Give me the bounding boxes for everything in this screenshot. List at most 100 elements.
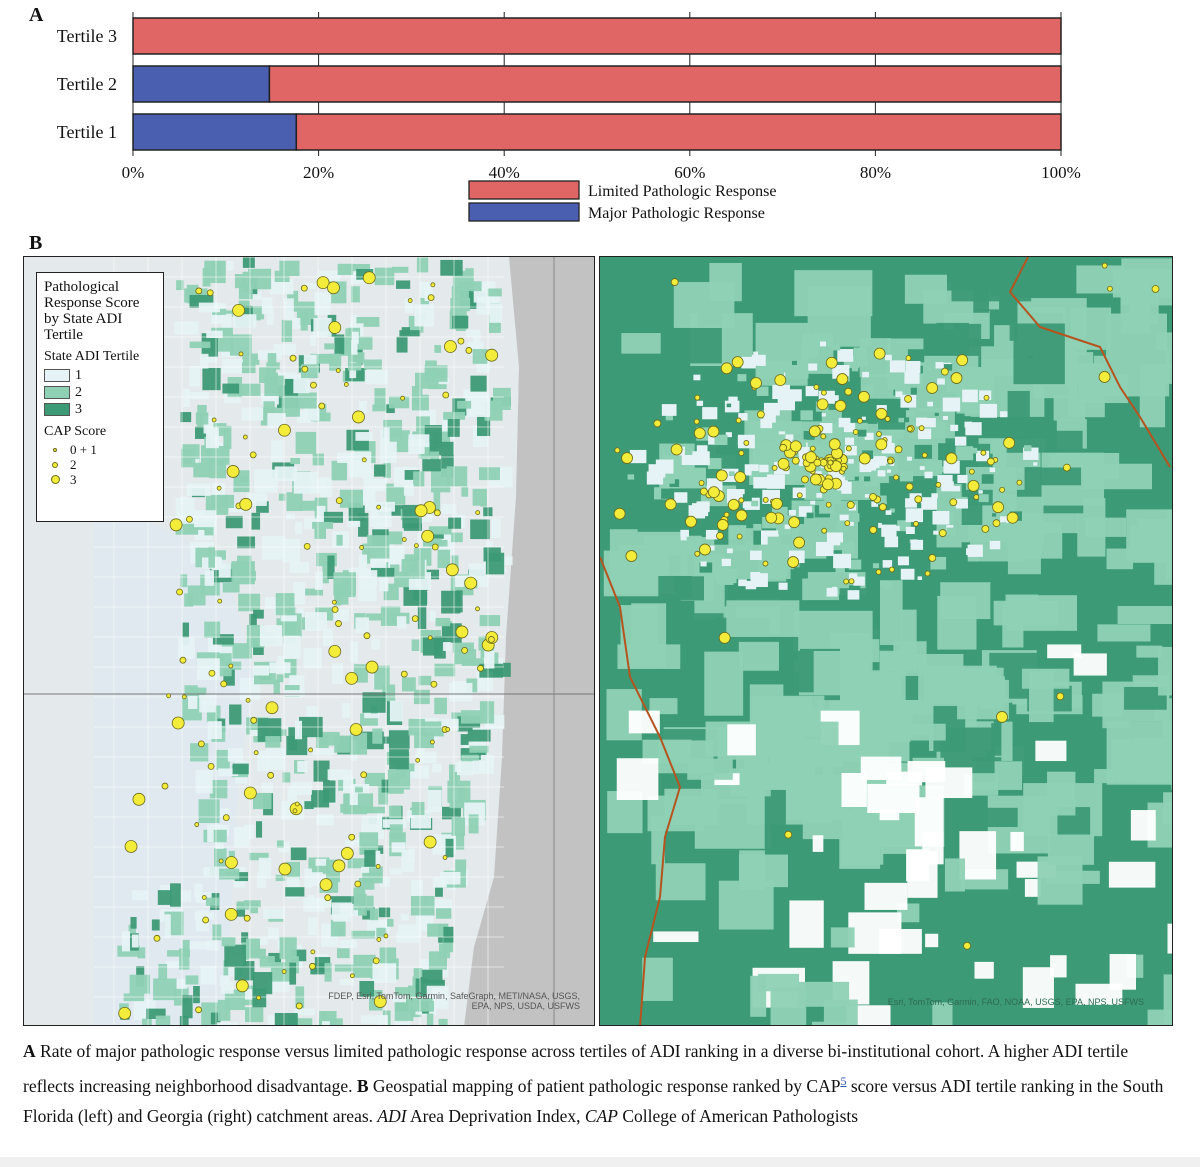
cap-score-marker bbox=[664, 498, 677, 511]
cap-score-marker bbox=[243, 786, 257, 800]
cap-score-marker bbox=[348, 833, 356, 841]
cap-score-marker bbox=[415, 757, 421, 763]
cap-score-marker bbox=[430, 282, 436, 288]
cap-score-marker bbox=[372, 957, 380, 965]
cap-score-marker bbox=[708, 486, 720, 499]
cap-score-marker bbox=[715, 469, 728, 482]
cap-score-marker bbox=[1101, 262, 1108, 269]
cap-score-marker bbox=[331, 606, 339, 613]
cap-score-marker bbox=[464, 576, 478, 590]
cap-score-marker bbox=[1003, 436, 1016, 449]
cap-score-marker bbox=[765, 511, 778, 524]
cap-score-marker bbox=[197, 740, 205, 748]
cap-score-marker bbox=[465, 347, 473, 354]
cap-score-marker bbox=[1062, 463, 1071, 472]
cap-score-marker bbox=[738, 497, 745, 504]
legend-swatch bbox=[468, 180, 580, 200]
cap-score-marker bbox=[328, 321, 342, 334]
cap-score-marker bbox=[328, 645, 342, 658]
cap-score-marker bbox=[801, 475, 809, 484]
caption-cap-abbr: CAP bbox=[584, 1105, 618, 1126]
cap-score-marker bbox=[331, 599, 337, 605]
category-label: Tertile 3 bbox=[57, 26, 117, 46]
map-left-credit: FDEP, Esri, TomTom, Garmin, SafeGraph, M… bbox=[328, 991, 580, 1011]
cap-score-marker bbox=[161, 782, 169, 790]
x-tick-label: 60% bbox=[674, 163, 705, 182]
cap-score-marker bbox=[813, 384, 820, 391]
cap-score-marker bbox=[734, 471, 747, 484]
cap-score-marker bbox=[796, 492, 803, 499]
cap-score-marker bbox=[889, 566, 895, 573]
cap-score-marker bbox=[1006, 511, 1019, 524]
cap-score-marker bbox=[996, 711, 1008, 723]
cap-score-marker bbox=[983, 394, 990, 401]
cap-score-marker bbox=[694, 550, 701, 557]
cap-score-marker bbox=[294, 801, 300, 807]
cap-score-marker bbox=[784, 830, 793, 839]
cap-score-marker bbox=[430, 680, 438, 688]
reference-link[interactable]: 5 bbox=[840, 1074, 847, 1088]
south-florida-map: FDEP, Esri, TomTom, Garmin, SafeGraph, M… bbox=[23, 256, 595, 1026]
cap-score-marker bbox=[383, 933, 389, 939]
cap-score-marker bbox=[809, 445, 816, 452]
cap-score-marker bbox=[413, 543, 419, 549]
cap-score-marker bbox=[216, 485, 222, 491]
cap-score-marker bbox=[893, 474, 900, 481]
cap-score-marker bbox=[699, 543, 711, 556]
cap-score-marker bbox=[999, 486, 1006, 493]
stacked-bar-chart: 0% 20% 40% 60% 80% 100% Tertile 3 Tertile 2 Tert… bbox=[57, 12, 1081, 222]
cap-score-marker bbox=[793, 536, 806, 549]
cap-score-marker bbox=[774, 374, 787, 387]
cap-score-marker bbox=[239, 497, 253, 511]
caption-b-text-1: Geospatial mapping of patient pathologic… bbox=[368, 1075, 841, 1096]
cap-score-marker bbox=[825, 501, 832, 508]
cap-score-marker bbox=[735, 509, 748, 522]
cap-score-marker bbox=[265, 701, 279, 715]
cap-score-marker bbox=[945, 452, 958, 465]
cap-score-marker bbox=[693, 427, 706, 440]
bar-segment bbox=[132, 113, 298, 151]
map-right-credit: Esri, TomTom, Garmin, FAO, NOAA, USGS, E… bbox=[887, 997, 1144, 1007]
cap-score-marker bbox=[153, 934, 161, 942]
cap-score-marker bbox=[340, 847, 354, 860]
cap-score-marker bbox=[166, 693, 172, 699]
cap-score-marker bbox=[376, 504, 382, 510]
tertile-2-swatch bbox=[44, 386, 70, 399]
cap-score-marker bbox=[310, 381, 317, 389]
cap-score-marker bbox=[884, 416, 891, 422]
cap-score-marker bbox=[808, 425, 821, 438]
cap-score-marker bbox=[457, 337, 465, 345]
cap-score-marker bbox=[176, 588, 183, 596]
cap-score-marker bbox=[820, 433, 827, 440]
cap-score-marker bbox=[179, 656, 187, 664]
x-tick-label: 40% bbox=[489, 163, 520, 182]
cap-score-marker bbox=[876, 431, 882, 437]
legend-cap-2: 2 bbox=[44, 457, 156, 472]
cap-score-marker bbox=[875, 569, 882, 575]
cap-score-marker bbox=[723, 511, 730, 518]
cap-score-marker bbox=[858, 452, 871, 465]
cap-score-marker bbox=[956, 354, 969, 367]
legend-label: Limited Pathologic Response bbox=[588, 183, 776, 200]
legend-tertile-3: 3 bbox=[44, 401, 156, 418]
cap-score-marker bbox=[359, 545, 365, 550]
cap-score-marker bbox=[963, 941, 971, 950]
cap-score-marker bbox=[905, 355, 912, 362]
tertile-1-swatch bbox=[44, 369, 70, 382]
caption-b-text-2: score versus ADI tertile ranking in the … bbox=[23, 1075, 1164, 1126]
cap-score-marker bbox=[904, 395, 912, 403]
cap-score-marker bbox=[267, 771, 275, 779]
cap-score-marker bbox=[992, 501, 1005, 514]
cap-score-marker bbox=[858, 390, 870, 403]
cap-score-marker bbox=[232, 303, 245, 317]
cap-score-marker bbox=[670, 443, 683, 456]
cap-score-marker bbox=[653, 419, 662, 428]
cap-score-marker bbox=[731, 356, 744, 369]
cap-score-marker bbox=[992, 519, 1001, 528]
cap-score-marker bbox=[319, 878, 333, 892]
cap-score-marker bbox=[809, 473, 822, 486]
cap-score-marker bbox=[352, 410, 365, 424]
caption-b-letter: B bbox=[356, 1075, 369, 1096]
cap-score-marker bbox=[455, 625, 469, 639]
cap-score-marker bbox=[736, 533, 743, 540]
